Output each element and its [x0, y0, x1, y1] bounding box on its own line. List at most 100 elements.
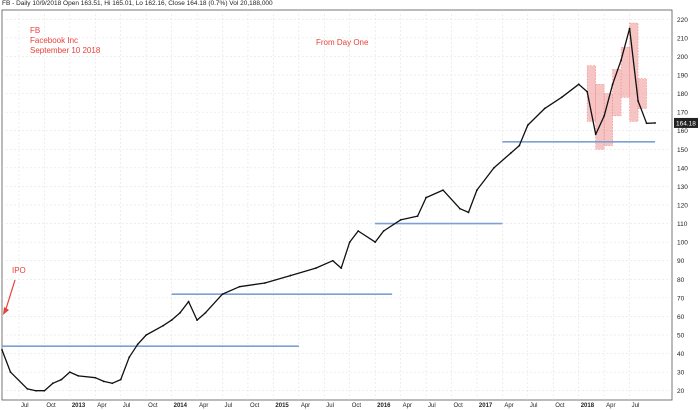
y-tick-label: 30 [677, 370, 685, 377]
ipo-arrow-head [3, 307, 9, 315]
y-tick-label: 220 [677, 17, 688, 24]
price-point [357, 230, 360, 232]
y-tick-label: 160 [677, 128, 688, 135]
price-point [331, 259, 334, 262]
x-tick-label: Jul [632, 403, 640, 409]
price-point [425, 196, 427, 199]
highlight-box [595, 83, 605, 150]
ipo-arrow [4, 279, 16, 313]
price-point [102, 380, 105, 383]
price-point [442, 189, 444, 192]
price-point [196, 319, 198, 322]
price-point [543, 107, 546, 110]
price-point [128, 356, 131, 359]
price-point [637, 100, 639, 102]
y-tick-label: 90 [677, 258, 685, 265]
price-point [35, 389, 37, 392]
price-point [51, 382, 54, 385]
x-tick-label: 2015 [275, 403, 289, 409]
y-tick-label: 200 [677, 54, 688, 61]
price-point [340, 267, 343, 270]
y-tick-label: 50 [677, 333, 685, 340]
price-point [467, 211, 470, 214]
x-tick-label: 2018 [581, 403, 595, 409]
x-tick-label: Oct [250, 403, 260, 409]
x-tick-label: 2016 [377, 403, 391, 409]
price-point [170, 319, 173, 322]
x-tick-label: Jul [326, 403, 334, 409]
y-tick-label: 40 [677, 351, 685, 358]
x-tick-label: Apr [504, 403, 513, 409]
price-point [221, 293, 224, 296]
y-tick-label: 100 [677, 240, 688, 247]
price-point [374, 241, 377, 244]
x-tick-label: Apr [403, 403, 412, 409]
price-point [399, 218, 402, 221]
price-point [111, 382, 114, 385]
highlight-box [637, 78, 647, 109]
x-tick-label: Jul [123, 403, 131, 409]
price-point [348, 241, 351, 244]
annotation-block: FB Facebook Inc September 10 2018 [30, 26, 100, 56]
price-point [314, 267, 317, 270]
x-tick-label: Jul [225, 403, 233, 409]
x-tick-label: Jul [428, 403, 436, 409]
price-point [187, 300, 190, 303]
x-tick-label: Oct [46, 403, 56, 409]
y-tick-label: 190 [677, 73, 688, 80]
price-point [136, 343, 139, 346]
price-point [586, 90, 589, 93]
price-point [238, 285, 241, 288]
price-point [1, 348, 3, 351]
price-point [264, 282, 266, 284]
y-tick-label: 210 [677, 35, 688, 42]
price-point [645, 122, 648, 125]
price-series-line [1, 27, 656, 392]
price-point [162, 324, 165, 327]
y-tick-label: 170 [677, 110, 688, 117]
price-point [9, 371, 12, 374]
x-tick-label: 2014 [174, 403, 188, 409]
price-point [289, 274, 292, 277]
price-point [577, 83, 580, 86]
price-point [68, 371, 71, 374]
x-tick-label: Oct [453, 403, 463, 409]
price-point [119, 378, 122, 381]
x-tick-label: Apr [606, 403, 615, 409]
chart-header: FB - Daily 10/9/2018 Open 163.51, Hi 165… [2, 0, 273, 7]
x-tick-label: Oct [555, 403, 565, 409]
x-tick-label: 2017 [479, 403, 493, 409]
price-point [145, 334, 148, 336]
x-tick-label: 2013 [72, 403, 86, 409]
price-point [594, 133, 597, 136]
y-tick-label: 60 [677, 314, 685, 321]
highlight-box [603, 93, 613, 146]
price-point [654, 122, 656, 124]
price-point [509, 152, 512, 154]
price-point [43, 389, 46, 392]
y-tick-label: 110 [677, 221, 688, 228]
price-point [611, 83, 614, 86]
x-tick-label: Apr [301, 403, 310, 409]
price-point [560, 96, 563, 99]
price-point [620, 59, 623, 62]
x-tick-label: Oct [352, 403, 362, 409]
x-tick-label: Apr [199, 403, 208, 409]
price-point [492, 166, 495, 169]
x-tick-label: Oct [148, 403, 158, 409]
price-point [459, 207, 461, 210]
price-point [204, 311, 207, 314]
price-point [382, 230, 385, 232]
price-point [179, 311, 182, 314]
y-tick-label: 180 [677, 91, 688, 98]
annotation-subtitle: From Day One [316, 38, 369, 47]
annotation-date: September 10 2018 [30, 46, 101, 55]
price-point [26, 387, 29, 390]
price-point [77, 374, 80, 377]
highlight-box [629, 22, 639, 122]
price-point [603, 114, 606, 117]
last-price-label: 164.18 [676, 120, 696, 127]
last-price-box [674, 117, 698, 128]
price-point [60, 378, 63, 381]
